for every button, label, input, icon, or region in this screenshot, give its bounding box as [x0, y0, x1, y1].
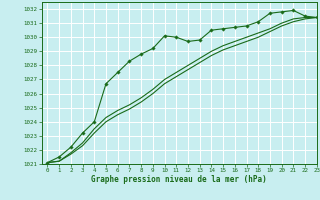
X-axis label: Graphe pression niveau de la mer (hPa): Graphe pression niveau de la mer (hPa) — [91, 175, 267, 184]
